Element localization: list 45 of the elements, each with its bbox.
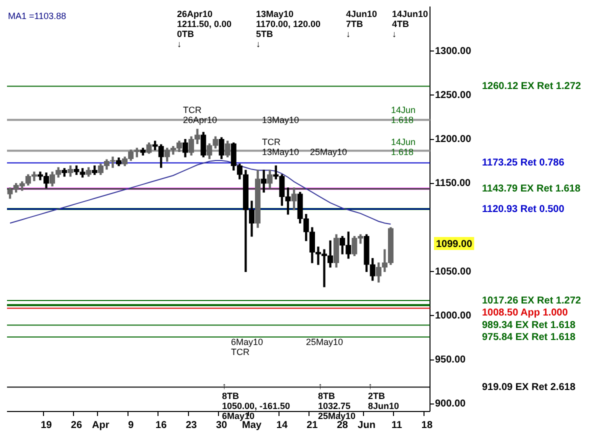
x-tick-label: 19 [40,420,52,431]
y-tick-label: 1300.00 [435,46,472,57]
ref-line-label: 1120.93 Ret 0.500 [482,204,565,215]
y-tick-label: 1050.00 [435,266,472,278]
annotation: TCR 13May10 [262,136,300,157]
annotation: 14Jun 1.618 [391,104,416,125]
x-tick-label: 11 [391,420,402,431]
annotation: 14Jun 1.618 [391,136,416,157]
x-tick-label: 14 [276,420,288,431]
x-tick-label: 26 [70,420,82,431]
x-tick-label: 18 [421,420,433,431]
x-tick-label: 9 [128,420,134,431]
annotation: TCR 26Apr10 [183,104,218,125]
ref-line-label: 1260.12 EX Ret 1.272 [482,81,582,92]
ref-line-label: 1143.79 EX Ret 1.618 [482,184,581,195]
annotation: 6May10 TCR [231,336,264,357]
ref-line-label: 1173.25 Ret 0.786 [482,158,565,169]
x-tick-label: 23 [186,420,198,431]
ref-line-label: 1008.50 App 1.000 [482,307,568,318]
x-tick-label: May [242,420,262,431]
annotation: 26Apr10 1211.50, 0.00 0TB ↓ [177,8,232,49]
x-tick-label: 16 [156,420,168,431]
y-tick-label: 1150.00 [435,178,472,190]
ref-line-label: 919.09 EX Ret 2.618 [482,382,576,393]
annotation: 14Jun10 4TB ↓ [392,8,428,39]
text: 1099.00 [436,238,473,250]
annotation: MA1 =1103.88 [8,10,66,21]
y-tick-label: 900.00 [435,398,466,410]
x-tick-label: Apr [92,420,110,431]
x-tick-label: 21 [306,420,318,431]
x-tick-label: 30 [216,420,228,431]
ref-line-label: 975.84 EX Ret 1.618 [482,332,576,343]
y-tick-label: 1250.00 [435,90,472,101]
annotation: 13May10 1170.00, 120.00 5TB ↓ [256,8,321,49]
x-tick-label: Jun [358,420,376,431]
y-tick-label: 950.00 [435,354,466,366]
annotation: 25May10 [306,336,344,347]
ref-line-label: 1017.26 EX Ret 1.272 [482,295,582,306]
annotation: 4Jun10 7TB ↓ [346,8,378,39]
annotation: 25May10 [310,146,348,157]
ref-line-label: 989.34 EX Ret 1.618 [482,320,576,331]
y-tick-label: 1000.00 [435,310,472,322]
y-tick-label: 1200.00 [435,134,472,146]
annotation: 13May10 [262,114,300,125]
x-tick-label: 28 [336,420,348,431]
